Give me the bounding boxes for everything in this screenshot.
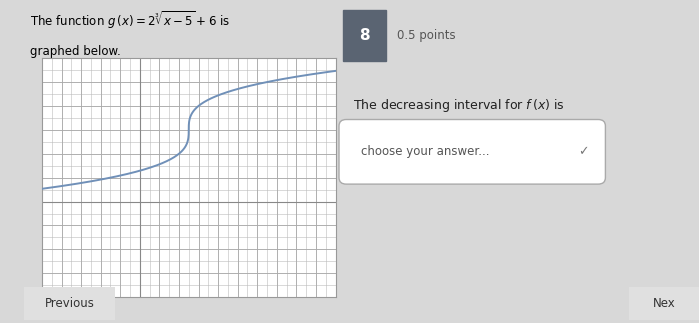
Text: ✓: ✓ (579, 145, 589, 158)
Text: 0.5 points: 0.5 points (396, 29, 455, 42)
Text: 8: 8 (359, 28, 370, 43)
Text: The function $g\,(x) = 2\sqrt[3]{x-5} + 6$ is: The function $g\,(x) = 2\sqrt[3]{x-5} + … (30, 10, 231, 31)
Text: choose your answer...: choose your answer... (361, 145, 489, 158)
FancyBboxPatch shape (20, 286, 120, 321)
FancyBboxPatch shape (339, 120, 605, 184)
Text: Nex: Nex (653, 297, 675, 310)
Text: graphed below.: graphed below. (30, 45, 121, 58)
FancyBboxPatch shape (626, 286, 699, 321)
Text: The decreasing interval for $f\,(x)$ is: The decreasing interval for $f\,(x)$ is (354, 97, 565, 114)
Text: Previous: Previous (45, 297, 95, 310)
FancyBboxPatch shape (343, 10, 386, 61)
